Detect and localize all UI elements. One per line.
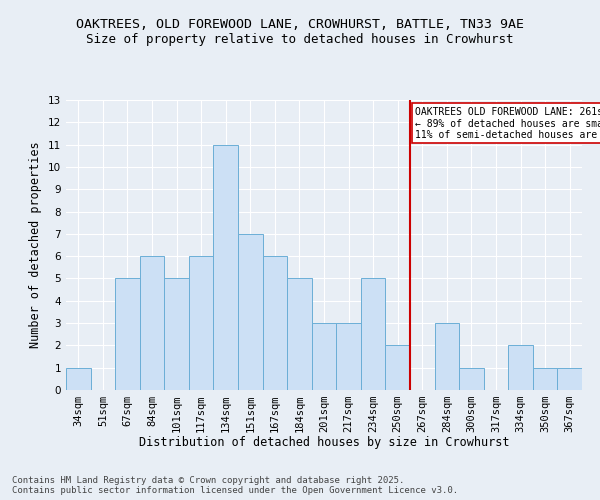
Bar <box>263 256 287 390</box>
Text: Contains HM Land Registry data © Crown copyright and database right 2025.
Contai: Contains HM Land Registry data © Crown c… <box>12 476 458 495</box>
Bar <box>214 144 238 390</box>
Bar <box>557 368 582 390</box>
Text: OAKTREES OLD FOREWOOD LANE: 261sqm
← 89% of detached houses are smaller (64)
11%: OAKTREES OLD FOREWOOD LANE: 261sqm ← 89%… <box>415 106 600 140</box>
Bar <box>508 346 533 390</box>
Bar <box>459 368 484 390</box>
Bar <box>533 368 557 390</box>
Bar <box>312 323 336 390</box>
Text: Size of property relative to detached houses in Crowhurst: Size of property relative to detached ho… <box>86 32 514 46</box>
Text: Distribution of detached houses by size in Crowhurst: Distribution of detached houses by size … <box>139 436 509 449</box>
Bar <box>238 234 263 390</box>
Bar <box>140 256 164 390</box>
Y-axis label: Number of detached properties: Number of detached properties <box>29 142 43 348</box>
Bar <box>287 278 312 390</box>
Bar <box>361 278 385 390</box>
Bar <box>164 278 189 390</box>
Bar <box>115 278 140 390</box>
Bar <box>336 323 361 390</box>
Bar <box>385 346 410 390</box>
Bar <box>434 323 459 390</box>
Bar <box>66 368 91 390</box>
Bar <box>189 256 214 390</box>
Text: OAKTREES, OLD FOREWOOD LANE, CROWHURST, BATTLE, TN33 9AE: OAKTREES, OLD FOREWOOD LANE, CROWHURST, … <box>76 18 524 30</box>
